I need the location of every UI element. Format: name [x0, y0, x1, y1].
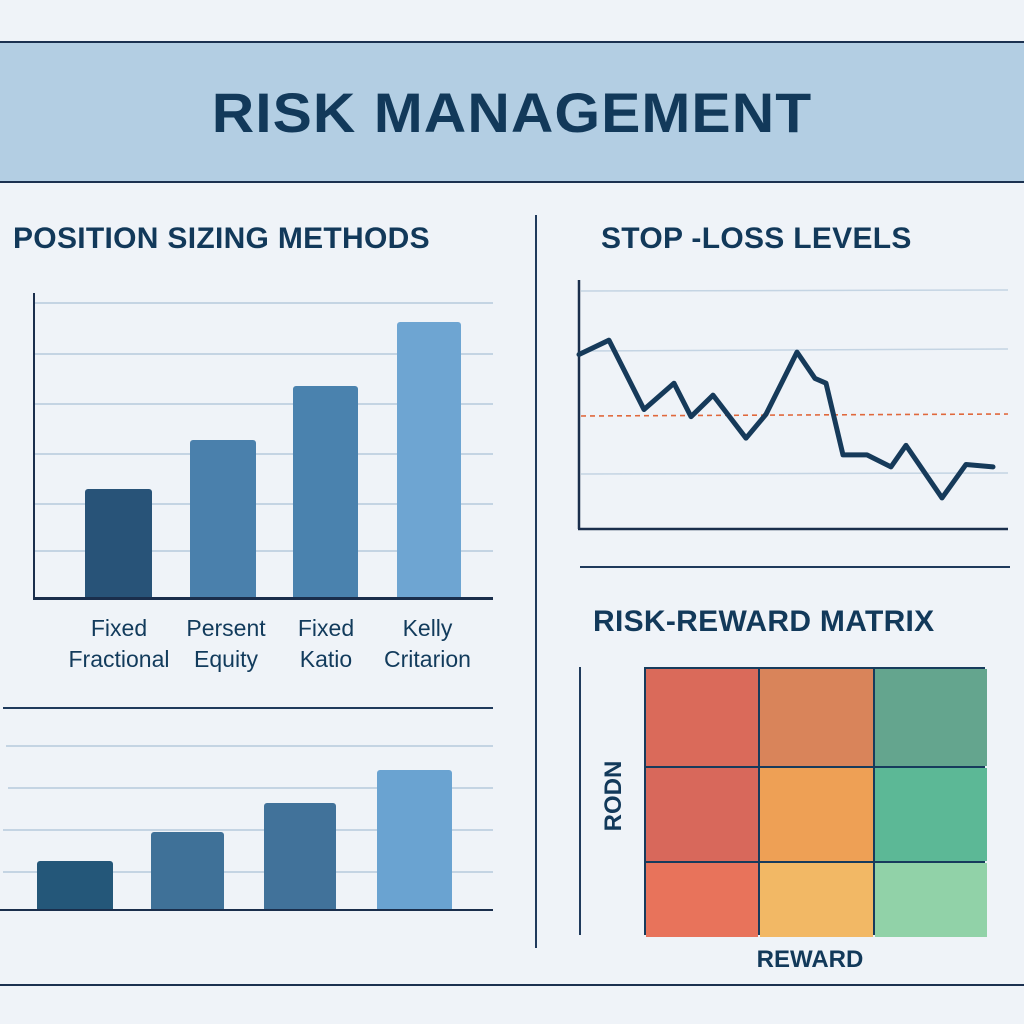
matrix-cell [875, 669, 987, 766]
bar [151, 831, 224, 910]
gridline [580, 289, 1009, 292]
section-divider [3, 707, 493, 709]
page-title: RISK MANAGEMENT [211, 80, 813, 144]
matrix-cell [646, 863, 758, 937]
header-band: RISK MANAGEMENT [0, 41, 1024, 183]
stop-loss-title: STOP -LOSS LEVELS [601, 222, 912, 255]
matrix-y-axis [579, 667, 581, 935]
matrix-cell [760, 768, 873, 861]
gridline [580, 348, 1009, 352]
bar [190, 440, 256, 598]
category-label: Kelly Critarion [384, 615, 471, 672]
x-axis [33, 597, 493, 600]
gridline [580, 472, 1009, 475]
y-axis-label: RODN [600, 760, 627, 832]
y-axis [33, 293, 35, 599]
matrix-cell [875, 863, 987, 937]
x-axis-label: REWARD [756, 946, 864, 973]
gridline [8, 787, 493, 789]
category-label: Fixed Fractional [68, 615, 170, 672]
x-axis [0, 909, 493, 911]
gridline [35, 453, 493, 455]
price-line [576, 337, 996, 501]
gridline [35, 302, 493, 304]
gridline [3, 871, 493, 873]
risk-reward-matrix [644, 667, 987, 937]
gridline [35, 550, 493, 552]
stop-loss-level-line [580, 413, 1009, 417]
bar [377, 769, 452, 910]
gridline [3, 829, 493, 831]
matrix-cell [875, 768, 987, 861]
gridline [35, 403, 493, 405]
position-sizing-title: POSITION SIZING METHODS [13, 222, 430, 255]
bar [397, 321, 461, 598]
gridline [35, 503, 493, 505]
matrix-cell [760, 863, 873, 937]
matrix-cell [760, 669, 873, 766]
matrix-cell [646, 768, 758, 861]
category-label: Fixed Katio [297, 615, 355, 672]
category-label: Persent Equity [186, 615, 266, 672]
matrix-cell [646, 669, 758, 766]
gridline [35, 353, 493, 355]
bar [37, 860, 113, 910]
bar [264, 802, 336, 910]
risk-reward-title: RISK-REWARD MATRIX [593, 605, 935, 638]
bar [85, 489, 152, 598]
bar [293, 385, 358, 598]
footer-divider [0, 984, 1024, 986]
column-divider [535, 215, 537, 948]
section-divider [580, 566, 1010, 568]
gridline [6, 745, 493, 747]
